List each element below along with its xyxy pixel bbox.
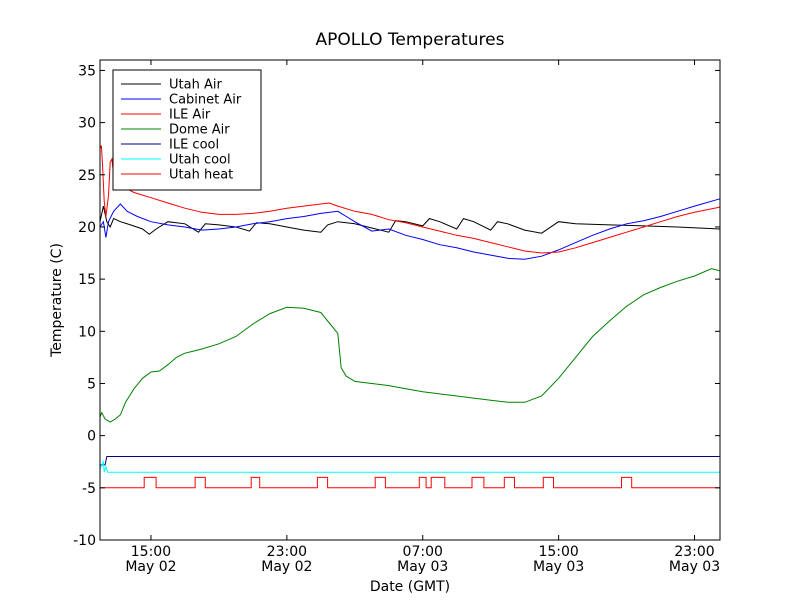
x-tick-date: May 03 bbox=[397, 559, 448, 575]
x-axis-title: Date (GMT) bbox=[370, 579, 450, 595]
y-tick-label: 15 bbox=[78, 272, 96, 288]
legend-label: Cabinet Air bbox=[169, 93, 242, 108]
series-line-cabinet-air bbox=[99, 198, 721, 260]
y-tick-label: 30 bbox=[78, 116, 96, 132]
x-tick-time: 23:00 bbox=[674, 544, 714, 560]
x-tick-date: May 02 bbox=[125, 559, 176, 575]
series-line-dome-air bbox=[99, 268, 721, 423]
y-tick-label: 25 bbox=[78, 168, 96, 184]
legend-label: ILE Air bbox=[169, 108, 211, 123]
series-line-ile-cool bbox=[100, 456, 720, 466]
chart-title: APOLLO Temperatures bbox=[316, 30, 505, 50]
x-tick-date: May 03 bbox=[669, 559, 720, 575]
series-line-utah-heat bbox=[100, 476, 720, 489]
y-tick-label: -10 bbox=[73, 533, 96, 549]
series-line-utah-cool bbox=[99, 459, 720, 473]
legend-label: ILE cool bbox=[169, 138, 219, 153]
y-tick-label: 5 bbox=[87, 376, 96, 392]
y-tick-label: -5 bbox=[82, 481, 96, 497]
y-tick-label: 20 bbox=[78, 220, 96, 236]
series-line-utah-air bbox=[99, 205, 721, 235]
x-tick-time: 07:00 bbox=[403, 544, 443, 560]
x-tick-date: May 02 bbox=[261, 559, 312, 575]
y-tick-label: 35 bbox=[78, 63, 96, 79]
x-tick-time: 23:00 bbox=[267, 544, 307, 560]
legend-label: Dome Air bbox=[169, 123, 230, 138]
y-tick-label: 0 bbox=[87, 429, 96, 445]
x-tick-time: 15:00 bbox=[538, 544, 578, 560]
legend-box bbox=[112, 69, 262, 191]
legend-label: Utah cool bbox=[169, 153, 231, 168]
x-tick-time: 15:00 bbox=[131, 544, 171, 560]
legend-label: Utah heat bbox=[169, 168, 233, 183]
plot-area-frame bbox=[99, 59, 721, 541]
y-tick-label: 10 bbox=[78, 324, 96, 340]
y-axis-title: Temperature (C) bbox=[49, 243, 65, 358]
legend-label: Utah Air bbox=[169, 78, 222, 93]
x-tick-date: May 03 bbox=[533, 559, 584, 575]
